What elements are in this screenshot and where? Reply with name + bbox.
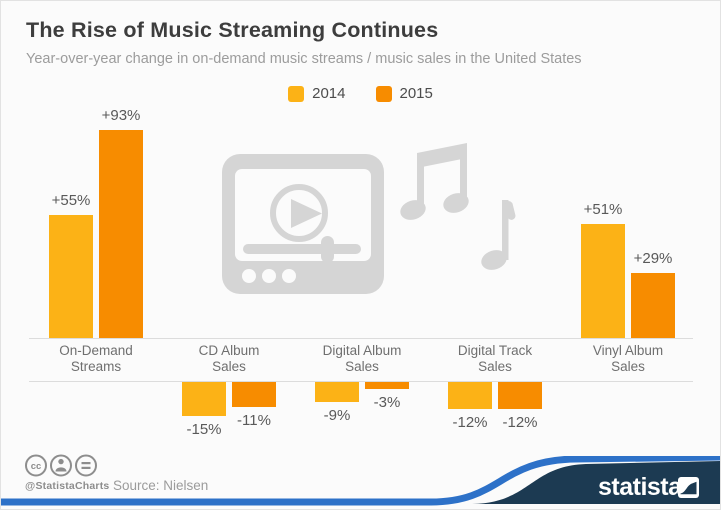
value-label-2015-1: -11% — [237, 411, 271, 429]
bar-2014-3 — [448, 382, 492, 409]
legend-item-2015: 2015 — [375, 85, 433, 102]
statista-logo-icon — [678, 477, 699, 498]
statista-logo-text: statista — [598, 473, 682, 501]
legend-swatch-2014 — [288, 85, 305, 102]
bar-2014-2 — [315, 382, 359, 403]
source-text: Source: Nielsen — [113, 478, 209, 493]
page-subtitle: Year-over-year change in on-demand music… — [26, 51, 582, 67]
value-label-2015-0: +93% — [101, 106, 141, 124]
value-label-2014-2: -9% — [323, 407, 351, 425]
value-label-2015-3: -12% — [502, 413, 538, 431]
video-player-icon — [222, 154, 384, 294]
category-label-2: Digital Album Sales — [322, 343, 402, 374]
music-notes-icon — [400, 143, 469, 220]
bar-2014-4 — [581, 223, 625, 338]
legend-swatch-2015 — [375, 85, 392, 102]
bar-2015-1 — [232, 382, 276, 407]
chart-legend: 2014 2015 — [1, 85, 720, 102]
bar-2015-2 — [365, 382, 409, 389]
category-label-4: Vinyl Album Sales — [592, 343, 664, 374]
bar-2015-3 — [498, 382, 542, 409]
page-title: The Rise of Music Streaming Continues — [26, 18, 439, 42]
legend-label-2015: 2015 — [399, 85, 433, 102]
value-label-2015-4: +29% — [633, 250, 673, 268]
bar-2014-1 — [182, 382, 226, 416]
category-label-0: On-Demand Streams — [59, 343, 133, 374]
category-label-3: Digital Track Sales — [457, 343, 533, 374]
category-label-1: CD Album Sales — [198, 343, 260, 374]
legend-item-2014: 2014 — [288, 85, 346, 102]
axis-line-top — [29, 338, 693, 339]
value-label-2014-0: +55% — [51, 191, 91, 209]
value-label-2015-2: -3% — [373, 393, 401, 411]
value-label-2014-3: -12% — [452, 413, 488, 431]
value-label-2014-4: +51% — [583, 200, 623, 218]
svg-text:cc: cc — [31, 461, 42, 472]
value-label-2014-1: -15% — [186, 420, 222, 438]
brand-swoosh — [1, 456, 720, 506]
axis-line-bottom — [29, 381, 693, 382]
legend-label-2014: 2014 — [312, 85, 346, 102]
statista-charts-handle: @StatistaCharts — [25, 480, 110, 492]
bar-2015-0 — [99, 129, 143, 338]
bar-2015-4 — [631, 273, 675, 338]
bar-2014-0 — [49, 214, 93, 338]
creative-commons-icons: cc — [25, 454, 97, 477]
music-note-icon — [481, 200, 516, 270]
